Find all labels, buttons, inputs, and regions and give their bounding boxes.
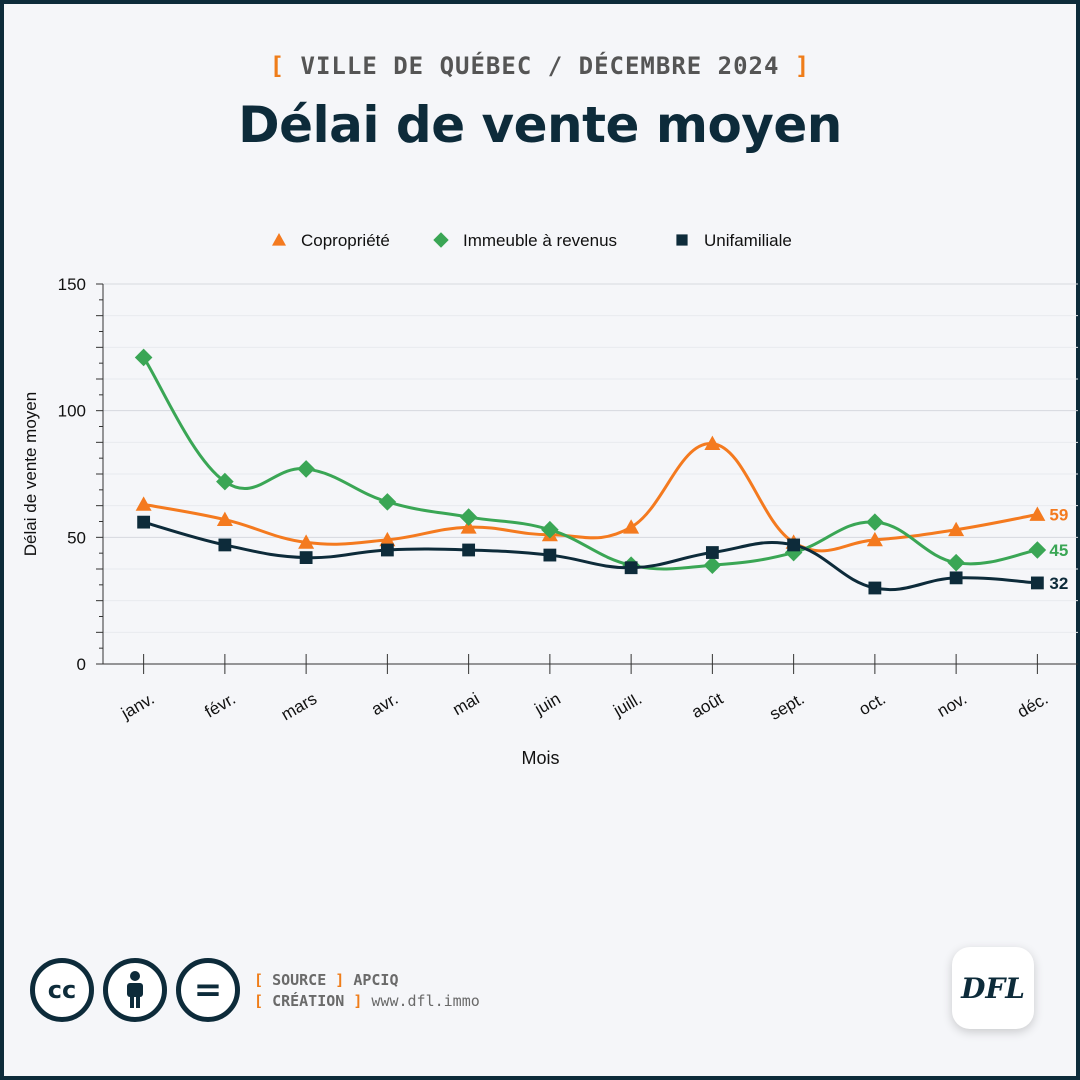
x-tick-label: juin: [531, 689, 564, 719]
x-tick-label: août: [688, 689, 726, 722]
data-point: [460, 519, 477, 534]
x-axis-label: Mois: [521, 748, 559, 768]
legend-marker: [676, 234, 688, 246]
data-point: [1030, 576, 1044, 590]
x-tick-label: janv.: [117, 689, 157, 723]
data-point: [704, 435, 721, 450]
data-point: [947, 553, 965, 572]
y-axis-label: Délai de vente moyen: [21, 392, 40, 556]
x-tick-label: juill.: [609, 689, 645, 721]
data-point: [216, 472, 234, 491]
no-derivatives-icon: =: [176, 958, 240, 1022]
data-point: [948, 521, 965, 537]
y-tick-label: 50: [67, 528, 86, 547]
x-tick-label: nov.: [934, 689, 970, 721]
data-point: [137, 515, 151, 529]
data-point: [866, 513, 884, 531]
data-point: [1028, 541, 1047, 559]
legend-label: Copropriété: [301, 231, 390, 250]
data-point: [218, 538, 232, 552]
data-point: [134, 348, 153, 367]
data-point: [216, 511, 233, 526]
x-tick-label: sept.: [766, 689, 807, 724]
x-tick-label: févr.: [202, 689, 239, 722]
page-frame: [4, 4, 1076, 1076]
legend-label: Immeuble à revenus: [463, 231, 617, 250]
data-point: [866, 531, 883, 547]
data-point: [868, 581, 882, 595]
y-tick-label: 100: [58, 402, 86, 421]
data-point: [703, 556, 722, 574]
data-point: [298, 534, 315, 549]
data-point: [462, 543, 476, 557]
x-tick-label: déc.: [1014, 689, 1051, 722]
license-icons: cc =: [30, 958, 240, 1022]
y-tick-label: 150: [58, 275, 86, 294]
series-line: [143, 520, 1038, 592]
dfl-logo: DFL: [952, 947, 1034, 1029]
data-point: [378, 493, 397, 511]
x-tick-label: mai: [449, 689, 482, 719]
data-point: [541, 520, 559, 539]
data-point: [949, 571, 963, 585]
data-point: [297, 460, 315, 478]
end-value-label: 59: [1049, 506, 1068, 525]
data-point: [135, 496, 152, 511]
data-point: [624, 561, 638, 575]
creation-line: [ CRÉATION ] www.dfl.immo: [254, 992, 480, 1010]
cc-icon: cc: [30, 958, 94, 1022]
chart-subtitle: [ VILLE DE QUÉBEC / DÉCEMBRE 2024 ]: [269, 52, 811, 80]
attribution-icon: [103, 958, 167, 1022]
source-line: [ SOURCE ] APCIQ: [254, 971, 399, 989]
data-point: [379, 531, 396, 547]
data-point: [787, 538, 801, 552]
data-point: [380, 543, 394, 557]
legend-label: Unifamiliale: [704, 231, 792, 250]
data-point: [299, 551, 313, 564]
data-point: [705, 546, 719, 559]
legend-marker: [433, 232, 449, 248]
end-value-label: 32: [1049, 574, 1068, 593]
series-line: [142, 356, 1038, 571]
credits: [ SOURCE ] APCIQ [ CRÉATION ] www.dfl.im…: [254, 970, 480, 1012]
data-point: [1029, 506, 1046, 521]
data-point: [543, 548, 557, 562]
legend-marker: [272, 233, 286, 246]
line-chart: 0 50 100 150 janv. févr. mars avr. mai juin juill.…: [21, 231, 1078, 768]
x-tick-label: mars: [278, 689, 320, 724]
series-line: [143, 442, 1038, 553]
y-tick-label: 0: [77, 655, 86, 674]
x-tick-label: avr.: [368, 689, 401, 719]
data-point: [459, 508, 478, 526]
data-point: [623, 519, 640, 534]
data-point: [784, 543, 803, 562]
chart-title: Délai de vente moyen: [238, 96, 842, 154]
end-value-label: 45: [1049, 541, 1068, 560]
x-tick-label: oct.: [856, 689, 889, 719]
